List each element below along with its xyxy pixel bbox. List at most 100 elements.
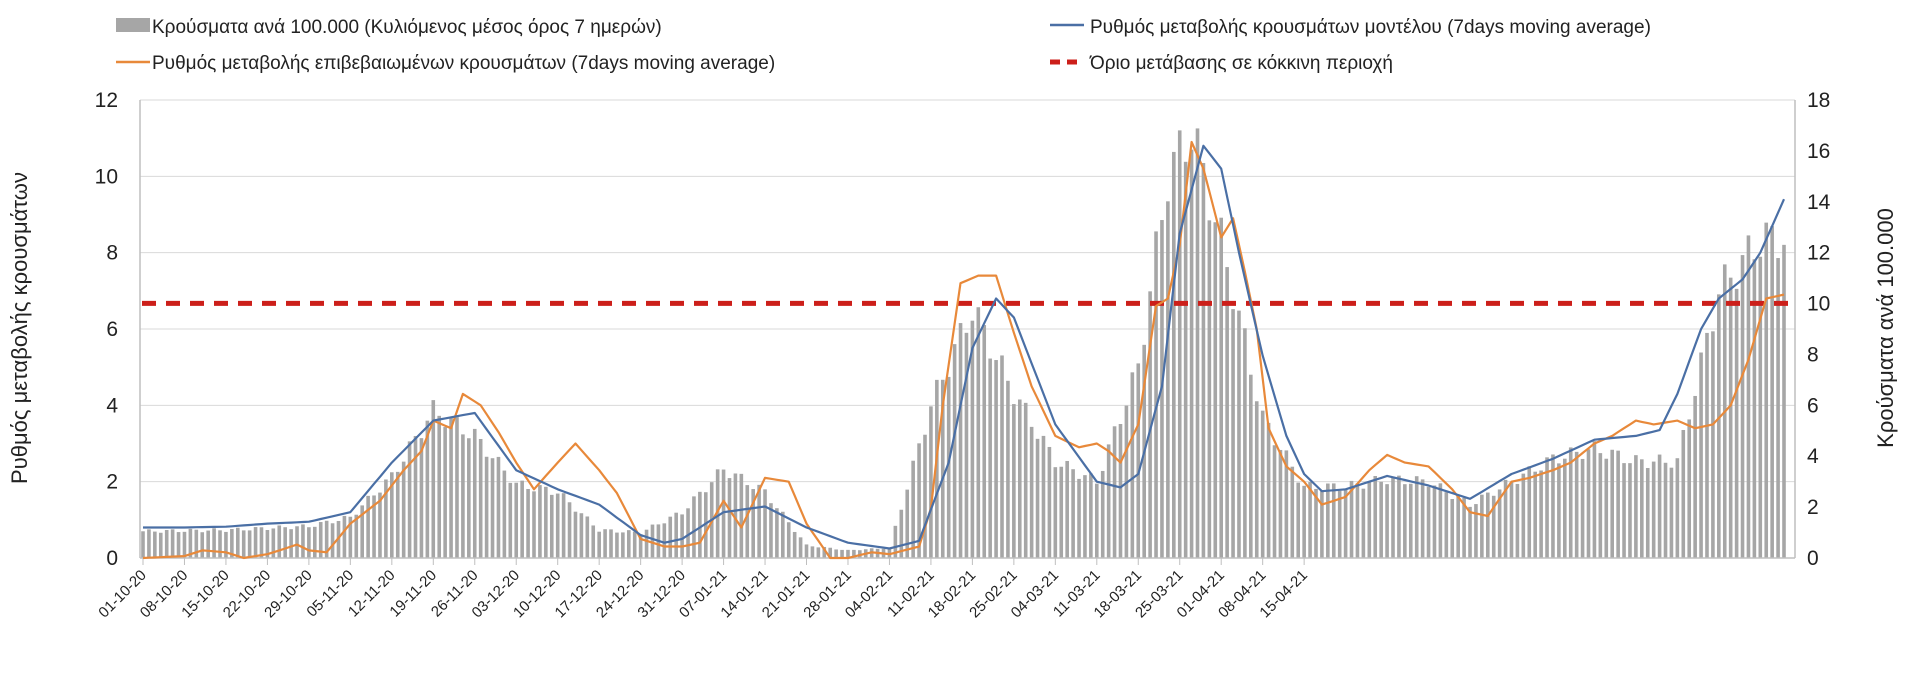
bar xyxy=(218,530,222,558)
bar xyxy=(259,527,264,558)
bar xyxy=(1077,478,1081,558)
bar xyxy=(852,549,856,558)
bar xyxy=(1764,222,1769,558)
bar xyxy=(544,486,548,558)
bar xyxy=(496,456,501,558)
bar xyxy=(626,530,631,558)
bar xyxy=(1343,489,1348,558)
bar xyxy=(1166,201,1170,558)
bar xyxy=(911,460,915,558)
bar xyxy=(147,529,151,558)
bar xyxy=(1551,454,1555,558)
bar xyxy=(763,489,767,558)
bar xyxy=(834,549,838,558)
bar-series xyxy=(141,128,1786,559)
bar xyxy=(1089,473,1093,558)
bar xyxy=(1148,291,1152,558)
bar xyxy=(988,358,992,558)
bar xyxy=(1071,469,1075,558)
bar xyxy=(786,522,791,558)
bar xyxy=(591,525,596,558)
bar xyxy=(1278,449,1283,558)
bar xyxy=(555,493,560,558)
bar xyxy=(1254,401,1259,558)
bar xyxy=(810,546,815,558)
bar xyxy=(366,495,370,558)
bar xyxy=(929,406,933,558)
bar xyxy=(253,527,258,558)
bar xyxy=(526,488,530,558)
bar xyxy=(1468,506,1472,558)
bar xyxy=(478,438,483,558)
bar xyxy=(976,307,981,558)
bar xyxy=(1379,481,1383,558)
y-right-tick-label: 4 xyxy=(1807,445,1819,468)
y-right-tick-label: 0 xyxy=(1807,547,1819,570)
bar xyxy=(1734,288,1739,558)
bar xyxy=(212,528,216,558)
bar xyxy=(567,502,572,558)
bar xyxy=(816,547,821,558)
bar xyxy=(1017,399,1022,558)
bar xyxy=(603,529,607,558)
bar xyxy=(502,470,507,558)
bar xyxy=(484,456,489,558)
bar xyxy=(1023,402,1028,558)
y-right-axis-title: Κρούσματα ανά 100.000 xyxy=(1873,208,1898,448)
bar xyxy=(1326,483,1330,558)
bar xyxy=(1533,471,1537,558)
bar xyxy=(1622,463,1626,558)
bar xyxy=(1367,482,1372,558)
bar xyxy=(1426,486,1431,558)
bar xyxy=(1462,497,1466,558)
bar xyxy=(1675,458,1680,558)
bar xyxy=(1154,231,1158,559)
bar xyxy=(1480,494,1484,558)
bar xyxy=(1598,453,1603,558)
bar xyxy=(354,514,359,558)
bar xyxy=(1260,410,1265,558)
bar xyxy=(1657,454,1662,558)
bar xyxy=(1391,476,1395,558)
bar xyxy=(158,532,163,558)
bar xyxy=(609,529,613,558)
bar xyxy=(952,344,957,558)
bar xyxy=(277,525,282,558)
bar xyxy=(1213,222,1218,559)
bar xyxy=(686,508,690,558)
bar xyxy=(538,485,542,558)
bar xyxy=(632,531,637,558)
bar xyxy=(449,417,453,558)
bar xyxy=(1403,484,1407,558)
bar xyxy=(1006,380,1010,558)
bar xyxy=(1237,310,1241,558)
y-left-tick-label: 8 xyxy=(106,242,118,265)
bar xyxy=(1521,473,1526,558)
bar xyxy=(295,526,299,558)
legend-swatch-bars xyxy=(116,18,150,32)
bar xyxy=(425,420,430,558)
bar xyxy=(615,532,619,558)
bar xyxy=(407,441,412,558)
bar xyxy=(230,529,234,558)
bar xyxy=(1337,490,1342,558)
bar xyxy=(1183,161,1188,558)
legend: Κρούσματα ανά 100.000 (Κυλιόμενος μέσος … xyxy=(116,17,1651,74)
bar xyxy=(1687,419,1692,558)
bar xyxy=(621,532,625,558)
bar xyxy=(1320,490,1324,558)
bar xyxy=(1752,259,1757,558)
bar xyxy=(1225,267,1229,558)
bar xyxy=(1450,499,1455,558)
bar xyxy=(324,520,329,558)
confirmed-rate-line xyxy=(142,140,1785,560)
bar xyxy=(899,509,904,558)
bar xyxy=(342,515,347,558)
y-left-tick-label: 0 xyxy=(106,547,118,570)
bar xyxy=(1414,476,1419,558)
bar xyxy=(413,435,418,558)
bar xyxy=(1628,463,1632,558)
bar xyxy=(1574,451,1579,558)
bar xyxy=(1782,244,1786,559)
